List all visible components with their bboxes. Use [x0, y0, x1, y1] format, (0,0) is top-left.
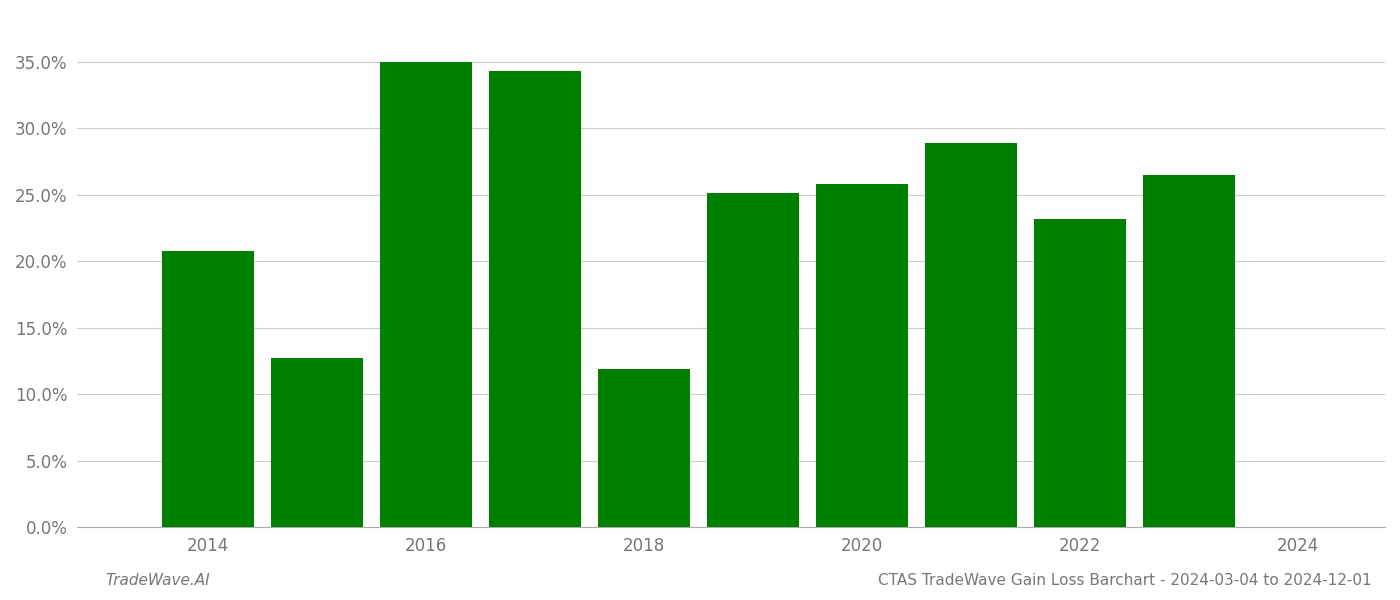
Bar [598, 369, 690, 527]
Bar [161, 251, 255, 527]
Bar [816, 184, 909, 527]
Text: TradeWave.AI: TradeWave.AI [105, 573, 210, 588]
Text: CTAS TradeWave Gain Loss Barchart - 2024-03-04 to 2024-12-01: CTAS TradeWave Gain Loss Barchart - 2024… [878, 573, 1372, 588]
Bar [707, 193, 799, 527]
Bar [924, 143, 1018, 527]
Bar [379, 62, 472, 527]
Bar [270, 358, 363, 527]
Bar [489, 71, 581, 527]
Bar [1142, 175, 1235, 527]
Bar [1033, 218, 1126, 527]
